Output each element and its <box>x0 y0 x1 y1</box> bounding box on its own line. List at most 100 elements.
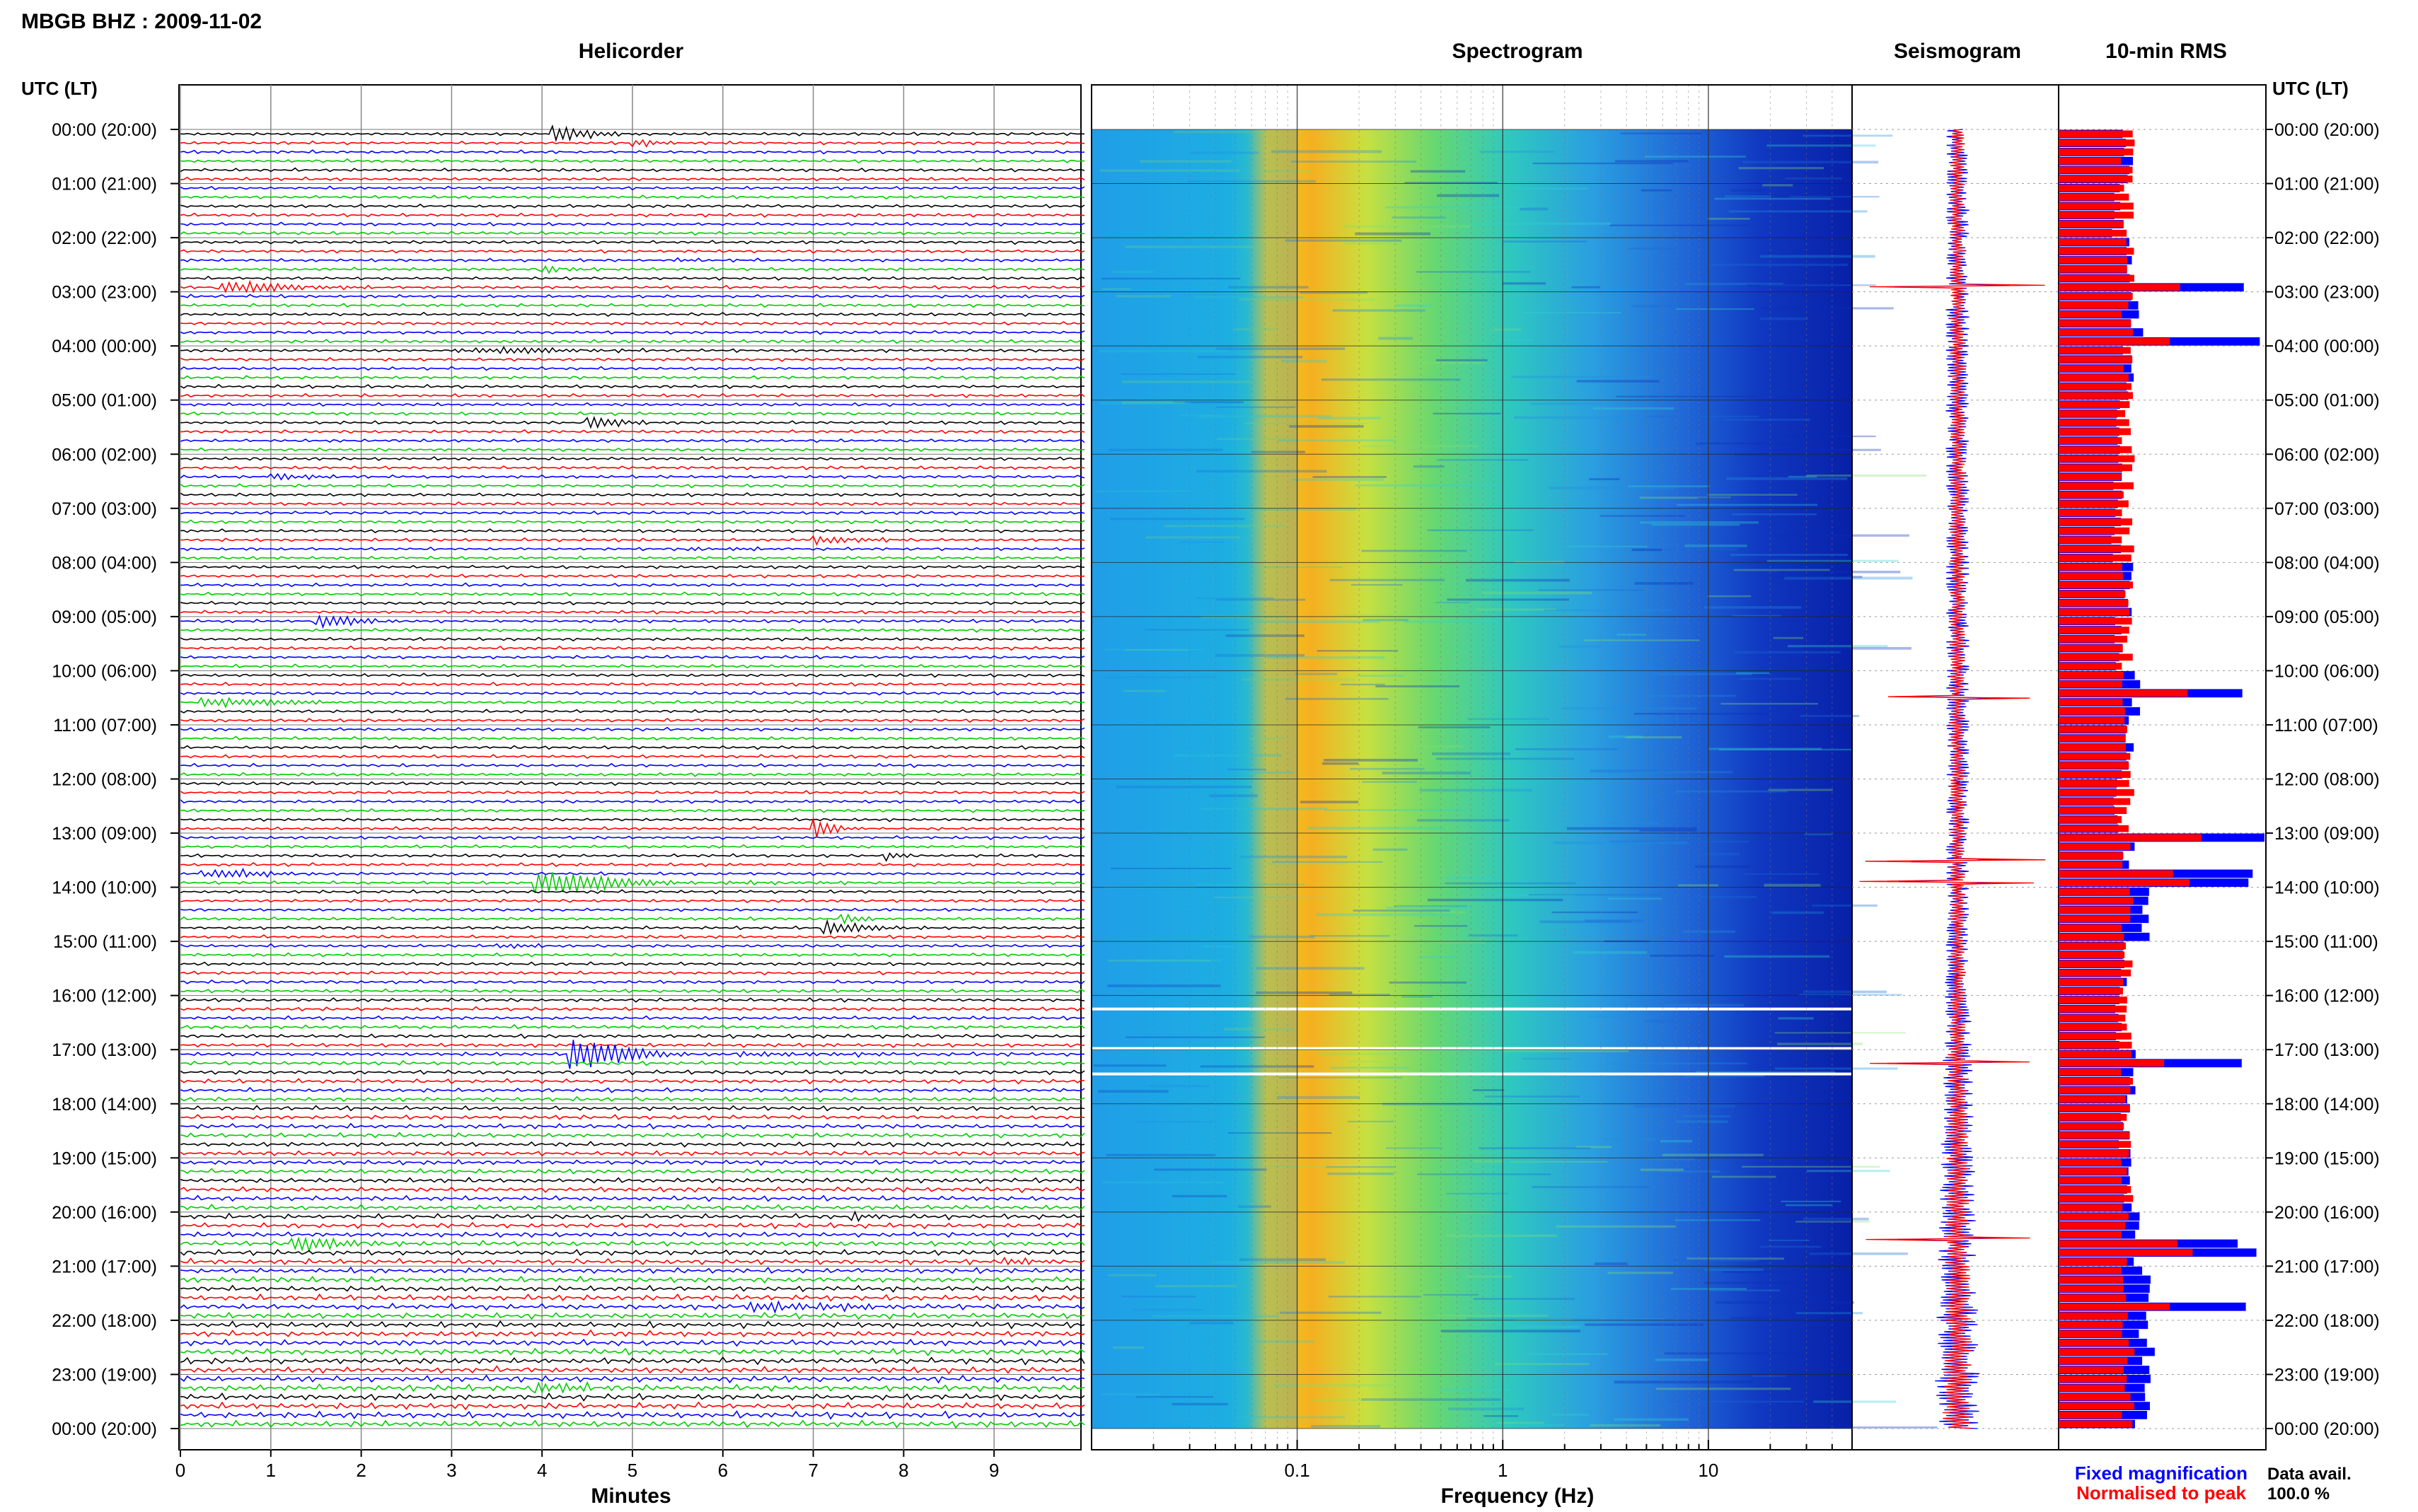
spectrogram-texture-stripe <box>1715 1301 1854 1304</box>
helicorder-trace <box>180 339 1085 344</box>
spectrogram-texture-stripe <box>1730 554 1848 557</box>
spectrogram-texture-stripe <box>1455 1212 1492 1214</box>
spectrogram-texture-stripe <box>1631 305 1684 308</box>
spectrogram-texture-stripe <box>1723 1271 1791 1274</box>
helicorder-trace <box>180 249 1085 254</box>
helicorder-trace <box>180 961 1085 967</box>
spectrogram-texture-stripe <box>1707 494 1798 496</box>
spectrogram-texture-stripe <box>1772 448 1881 451</box>
time-label-right: 00:00 (20:00) <box>2274 120 2380 140</box>
spectrogram-texture-stripe <box>1711 1175 1776 1178</box>
spectrogram-texture-stripe <box>1628 248 1702 250</box>
rms-bar-normalised <box>2059 301 2129 309</box>
rms-bar-normalised <box>2059 771 2131 778</box>
rms-bar-normalised <box>2059 518 2133 525</box>
rms-bar-normalised <box>2059 798 2131 806</box>
spectrogram-texture-stripe <box>1634 1105 1735 1108</box>
time-label-right: 00:00 (20:00) <box>2274 1419 2380 1439</box>
time-label-right: 10:00 (06:00) <box>2274 661 2380 681</box>
rms-bar-normalised <box>2059 175 2133 183</box>
spectrogram-texture-stripe <box>1145 629 1249 631</box>
spectrogram-texture-stripe <box>1759 317 1808 320</box>
spectrogram-texture-stripe <box>1768 789 1833 791</box>
spectrogram-texture-stripe <box>1766 559 1899 562</box>
rms-bar-normalised <box>2059 157 2122 165</box>
spectrogram-texture-stripe <box>1401 996 1433 998</box>
spectrogram-texture-stripe <box>1761 307 1894 310</box>
spectrogram-texture-stripe <box>1685 282 1784 286</box>
spectrogram-texture-stripe <box>1660 1170 1720 1173</box>
spectrogram-texture-stripe <box>1109 1274 1157 1277</box>
spectrogram-texture-stripe <box>1484 1095 1580 1098</box>
helicorder-trace <box>180 528 1085 534</box>
spectrogram-texture-stripe <box>1568 545 1648 547</box>
spectrogram-texture-stripe <box>1787 645 1888 648</box>
rms-bar-normalised <box>2059 401 2130 408</box>
helicorder-trace <box>180 1338 1085 1347</box>
spectrogram-texture-stripe <box>1558 645 1601 649</box>
helicorder-trace <box>180 1204 1085 1211</box>
spectrogram-texture-stripe <box>1121 380 1253 383</box>
spectrogram-texture-stripe <box>1326 1165 1396 1168</box>
spectrogram-xtick-label: 10 <box>1698 1460 1718 1481</box>
time-label-left: 11:00 (07:00) <box>53 716 157 735</box>
helicorder-trace <box>180 203 1085 209</box>
rms-bar-normalised <box>2059 591 2126 598</box>
rms-bar-normalised <box>2059 906 2131 914</box>
helicorder-trace <box>180 663 1085 669</box>
spectrogram-texture-stripe <box>1173 401 1244 404</box>
spectrogram-texture-stripe <box>1576 380 1660 383</box>
spectrogram-texture-stripe <box>1289 425 1364 428</box>
rms-bar-normalised <box>2059 1258 2127 1265</box>
spectrogram-texture-stripe <box>1099 349 1230 353</box>
rms-bar-normalised <box>2059 1393 2131 1401</box>
helicorder-xlabel: Minutes <box>591 1484 671 1508</box>
helicorder-trace <box>180 158 1085 164</box>
spectrogram-texture-stripe <box>1593 407 1674 410</box>
spectrogram-texture-stripe <box>1256 620 1380 624</box>
rms-bar-normalised <box>2059 627 2129 634</box>
helicorder-trace <box>180 392 1085 398</box>
rms-bar-normalised <box>2059 139 2135 147</box>
helicorder-trace <box>180 257 1085 263</box>
rms-bar-normalised <box>2059 987 2123 995</box>
rms-bar-normalised <box>2059 653 2133 661</box>
spectrogram-texture-stripe <box>1104 676 1217 678</box>
helicorder-trace <box>180 919 1085 936</box>
rms-bar-normalised <box>2059 238 2127 246</box>
helicorder-trace <box>180 564 1085 570</box>
spectrogram-texture-stripe <box>1329 578 1445 581</box>
spectrogram-texture-stripe <box>1809 1252 1908 1255</box>
spectrogram-texture-stripe <box>1616 634 1647 636</box>
spectrogram-texture-stripe <box>1795 1312 1863 1315</box>
spectrogram-texture-stripe <box>1396 304 1432 308</box>
time-label-right: 14:00 (10:00) <box>2274 878 2380 898</box>
spectrogram-texture-stripe <box>1145 536 1241 539</box>
time-label-left: 02:00 (22:00) <box>52 228 157 248</box>
spectrogram-texture-stripe <box>1655 1359 1709 1361</box>
spectrogram-texture-stripe <box>1340 683 1385 686</box>
helicorder-xtick-label: 9 <box>989 1460 999 1481</box>
helicorder-trace <box>180 789 1085 795</box>
spectrogram-texture-stripe <box>1321 762 1359 765</box>
helicorder-trace <box>180 817 1085 838</box>
spectrogram-texture-stripe <box>1101 1393 1160 1395</box>
spectrogram-texture-stripe <box>1214 896 1329 899</box>
spectrogram-texture-stripe <box>1467 718 1550 720</box>
time-label-right: 20:00 (16:00) <box>2274 1203 2380 1223</box>
rms-bar-normalised <box>2059 1384 2125 1392</box>
helicorder-trace <box>180 889 1085 895</box>
spectrogram-texture-stripe <box>1350 583 1403 586</box>
spectrogram-texture-stripe <box>1100 402 1191 405</box>
rms-bar-normalised <box>2059 383 2131 390</box>
spectrogram-texture-stripe <box>1795 1221 1870 1223</box>
spectrogram-texture-stripe <box>1136 1396 1214 1398</box>
spectrogram-texture-stripe <box>1179 414 1216 417</box>
rms-bar-normalised <box>2059 1204 2123 1211</box>
spectrogram-texture-stripe <box>1609 822 1659 824</box>
helicorder-trace <box>180 745 1085 750</box>
helicorder-trace <box>180 817 1085 822</box>
spectrogram-texture-stripe <box>1436 757 1575 760</box>
helicorder-xtick-label: 7 <box>808 1460 818 1481</box>
